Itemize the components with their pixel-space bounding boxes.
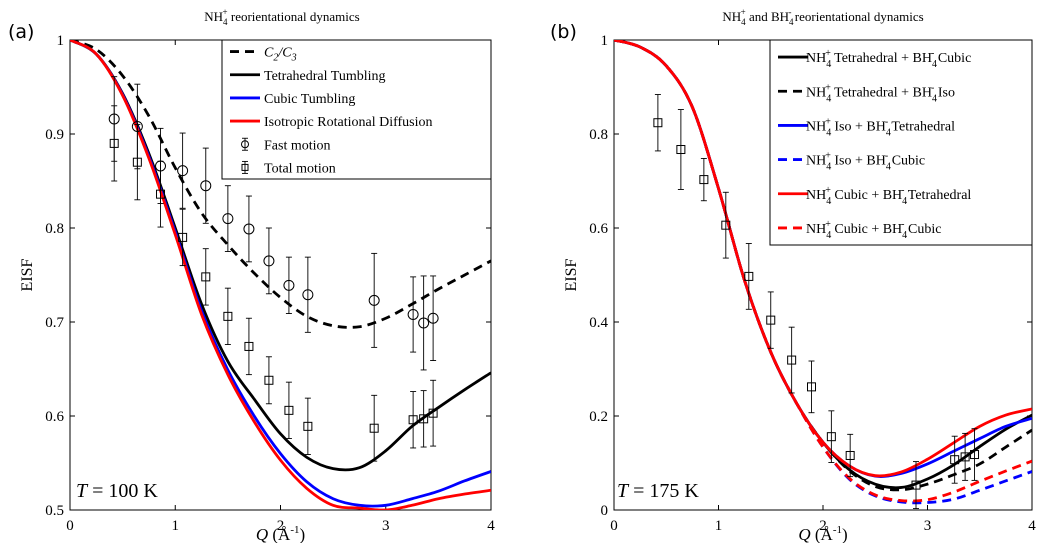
y-tick-label: 0.2 xyxy=(589,409,608,425)
data-point xyxy=(950,455,960,465)
y-tick-label: 0 xyxy=(601,503,609,519)
y-tick-label: 0.8 xyxy=(45,221,64,237)
data-point xyxy=(243,223,255,235)
series-line xyxy=(70,40,491,510)
data-point xyxy=(264,375,274,385)
legend-label: Total motion xyxy=(264,161,336,176)
data-point xyxy=(427,312,439,324)
legend-marker xyxy=(241,140,249,149)
data-point xyxy=(787,355,797,365)
x-tick-label: 1 xyxy=(715,518,723,534)
data-point xyxy=(178,232,188,242)
legend-label: NH4+ Cubic + BH4- Tetrahedral xyxy=(806,185,971,207)
series-line xyxy=(70,40,491,329)
data-point xyxy=(283,279,295,291)
data-point xyxy=(408,415,418,425)
data-point xyxy=(263,255,275,267)
data-point xyxy=(132,157,142,167)
data-point xyxy=(222,213,234,225)
data-point xyxy=(699,175,709,185)
temperature-label-b: T = 175 K xyxy=(617,480,699,502)
series-line xyxy=(614,40,1032,503)
y-axis-label: EISF xyxy=(563,258,580,291)
y-tick-label: 0.9 xyxy=(45,127,64,143)
data-point xyxy=(418,317,430,329)
x-tick-label: 0 xyxy=(66,518,74,534)
x-axis-label: Q (Å-1) xyxy=(798,524,847,543)
legend: NH4+ Tetrahedral + BH4- Cubic NH4+ Tetrah… xyxy=(769,39,1033,246)
y-tick-label: 0.6 xyxy=(589,221,608,237)
x-tick-label: 0 xyxy=(610,518,618,534)
data-point xyxy=(721,220,731,230)
data-point xyxy=(303,421,313,431)
x-tick-label: 2 xyxy=(277,518,285,534)
plot-area-a: 0 1 2 3 4 0.5 0.6 0.7 0.8 0.9 1 Q (Å-1) EISF C2/C3 Tet… xyxy=(19,33,495,543)
legend-label: C2/C3 xyxy=(264,46,297,64)
legend-label: Cubic Tumbling xyxy=(264,92,355,107)
panel-b: (b) NH4+ and BH4- reorientational dynami… xyxy=(550,7,1036,543)
data-point xyxy=(653,118,663,128)
x-axis-label: Q (Å-1) xyxy=(256,524,305,543)
data-point xyxy=(369,423,379,433)
y-tick-label: 0.8 xyxy=(589,127,608,143)
data-point xyxy=(807,382,817,392)
y-tick-label: 0.6 xyxy=(45,409,64,425)
data-point xyxy=(368,294,380,306)
legend-box xyxy=(221,39,492,180)
x-tick-label: 3 xyxy=(382,518,390,534)
data-point xyxy=(845,450,855,460)
data-point xyxy=(744,271,754,281)
legend-marker xyxy=(241,163,249,171)
legend-label: NH4+ Tetrahedral + BH4- Iso xyxy=(806,82,955,104)
data-point xyxy=(766,315,776,325)
data-point xyxy=(156,189,166,199)
x-tick-label: 4 xyxy=(487,518,495,534)
data-point xyxy=(911,480,921,490)
legend-label: NH4+ Iso + BH4- Tetrahedral xyxy=(806,116,955,138)
data-point xyxy=(970,450,980,460)
x-tick-label: 2 xyxy=(819,518,827,534)
data-point xyxy=(244,341,254,351)
data-point xyxy=(284,405,294,415)
data-point xyxy=(302,289,314,301)
data-point xyxy=(200,180,212,192)
y-tick-label: 0.4 xyxy=(589,315,608,331)
panel-a-title: NH4+ reorientational dynamics xyxy=(204,7,359,27)
y-axis-label: EISF xyxy=(19,258,36,291)
legend: C2/C3 Tetrahedral Tumbling Cubic Tumbling I… xyxy=(221,39,492,180)
y-tick-label: 1 xyxy=(601,33,609,49)
data-point xyxy=(223,311,233,321)
data-point xyxy=(177,165,189,177)
data-point xyxy=(960,452,970,462)
legend-label: Isotropic Rotational Diffusion xyxy=(264,115,433,130)
panel-a-letter: (a) xyxy=(8,21,34,43)
plot-area-b: 0 1 2 3 4 0 0.2 0.4 0.6 0.8 1 Q (Å-1) EISF NH4+ Tetra… xyxy=(563,33,1036,543)
legend-label: NH4+ Iso + BH4- Cubic xyxy=(806,151,925,173)
data-point xyxy=(826,432,836,442)
data-point xyxy=(201,272,211,282)
legend-label: NH4+ Cubic + BH4- Cubic xyxy=(806,219,941,241)
x-tick-label: 3 xyxy=(924,518,932,534)
data-point xyxy=(109,138,119,148)
legend-label: NH4+ Tetrahedral + BH4- Cubic xyxy=(806,48,971,70)
y-tick-label: 0.5 xyxy=(45,503,64,519)
data-point xyxy=(419,414,429,424)
data-point xyxy=(407,308,419,320)
temperature-label-a: T = 100 K xyxy=(76,480,158,502)
panel-b-letter: (b) xyxy=(550,21,577,43)
legend-label: Tetrahedral Tumbling xyxy=(264,69,386,84)
data-point xyxy=(676,145,686,155)
data-point xyxy=(428,408,438,418)
legend-label: Fast motion xyxy=(264,138,331,153)
y-tick-label: 1 xyxy=(57,33,65,49)
panel-b-title: NH4+ and BH4- reorientational dynamics xyxy=(722,7,923,27)
legend-box xyxy=(769,39,1033,246)
x-tick-label: 1 xyxy=(172,518,180,534)
y-tick-label: 0.7 xyxy=(45,315,64,331)
x-tick-label: 4 xyxy=(1028,518,1036,534)
panel-a: (a) NH4+ reorientational dynamics 0 1 2 3 40… xyxy=(8,7,495,543)
